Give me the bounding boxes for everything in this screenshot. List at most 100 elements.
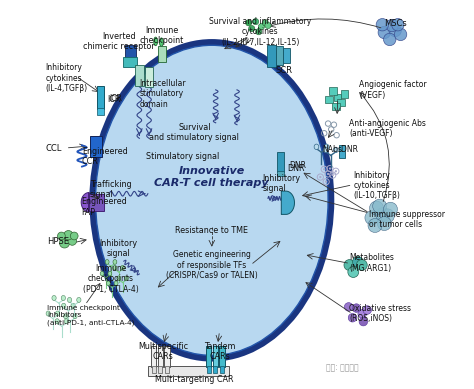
Text: Inhibitory
cytokines
(IL-4,TGFβ): Inhibitory cytokines (IL-4,TGFβ): [45, 63, 87, 93]
Ellipse shape: [114, 281, 118, 286]
Text: Oxidative stress
(ROS,iNOS): Oxidative stress (ROS,iNOS): [349, 304, 411, 323]
Text: sDNR: sDNR: [338, 145, 359, 154]
Circle shape: [368, 219, 382, 233]
FancyBboxPatch shape: [219, 346, 225, 367]
Ellipse shape: [55, 319, 59, 324]
Ellipse shape: [117, 276, 121, 280]
Circle shape: [394, 28, 407, 40]
Circle shape: [327, 173, 329, 175]
Circle shape: [373, 199, 387, 213]
FancyBboxPatch shape: [165, 366, 169, 373]
Circle shape: [363, 306, 372, 314]
Circle shape: [59, 238, 70, 248]
Ellipse shape: [55, 311, 60, 316]
Text: Tandem
CARs: Tandem CARs: [204, 342, 235, 361]
Text: Intracellular
stimulatory
domain: Intracellular stimulatory domain: [139, 79, 186, 109]
Circle shape: [262, 20, 268, 26]
Text: 鹭球: 医药魔方: 鹭球: 医药魔方: [326, 364, 359, 373]
Text: Inhibitory
cytokines
(IL-10,TGFβ): Inhibitory cytokines (IL-10,TGFβ): [353, 171, 400, 200]
Circle shape: [389, 25, 401, 37]
Ellipse shape: [154, 37, 157, 46]
Circle shape: [323, 168, 325, 170]
Ellipse shape: [121, 265, 125, 270]
Ellipse shape: [314, 144, 319, 149]
FancyBboxPatch shape: [158, 46, 166, 61]
Ellipse shape: [323, 147, 328, 152]
Ellipse shape: [52, 296, 56, 301]
Ellipse shape: [71, 303, 75, 308]
Circle shape: [352, 304, 361, 312]
FancyBboxPatch shape: [207, 366, 210, 373]
Text: ICR: ICR: [107, 95, 120, 104]
Text: CCL: CCL: [45, 144, 62, 153]
Circle shape: [335, 170, 337, 172]
Circle shape: [383, 202, 398, 216]
FancyBboxPatch shape: [220, 366, 224, 373]
Circle shape: [255, 29, 262, 35]
Circle shape: [64, 231, 73, 240]
FancyBboxPatch shape: [277, 171, 283, 176]
Text: Innovative
CAR-T cell therapy: Innovative CAR-T cell therapy: [155, 166, 269, 188]
Circle shape: [383, 33, 396, 46]
Text: ICR: ICR: [109, 94, 122, 103]
FancyBboxPatch shape: [89, 194, 104, 211]
Circle shape: [359, 317, 368, 326]
Circle shape: [57, 232, 65, 240]
Circle shape: [249, 26, 255, 32]
FancyBboxPatch shape: [338, 145, 345, 158]
Circle shape: [345, 303, 353, 311]
Text: Survival
and stimulatory signal: Survival and stimulatory signal: [149, 123, 239, 142]
Ellipse shape: [46, 311, 50, 316]
Ellipse shape: [64, 319, 69, 324]
Text: Angiogenic factor
(VEGF): Angiogenic factor (VEGF): [359, 80, 427, 100]
Text: Engineered
CCR: Engineered CCR: [82, 147, 128, 166]
FancyBboxPatch shape: [145, 67, 153, 87]
Text: HPSE: HPSE: [47, 237, 69, 245]
Circle shape: [377, 217, 391, 231]
Ellipse shape: [125, 276, 128, 280]
Ellipse shape: [113, 265, 117, 270]
FancyBboxPatch shape: [148, 366, 229, 376]
FancyBboxPatch shape: [212, 346, 218, 367]
Circle shape: [365, 211, 379, 225]
Text: Resistance to TME: Resistance to TME: [175, 226, 248, 235]
Text: Inhibitory
signal: Inhibitory signal: [100, 239, 138, 258]
FancyBboxPatch shape: [277, 152, 283, 172]
Text: MSCs: MSCs: [384, 19, 407, 28]
Ellipse shape: [105, 259, 109, 264]
FancyBboxPatch shape: [158, 366, 162, 373]
Ellipse shape: [64, 314, 68, 319]
Ellipse shape: [324, 144, 329, 149]
FancyBboxPatch shape: [164, 346, 170, 367]
Text: Anti-angiogenic Abs
(anti-VEGF): Anti-angiogenic Abs (anti-VEGF): [349, 119, 426, 138]
Ellipse shape: [113, 259, 117, 264]
Text: DNR: DNR: [287, 164, 305, 173]
FancyBboxPatch shape: [97, 108, 104, 115]
Circle shape: [376, 19, 389, 31]
Circle shape: [356, 259, 367, 270]
Circle shape: [348, 314, 357, 322]
Text: Genetic engineering
of responsible TFs
(CRISPR/Cas9 or TALEN): Genetic engineering of responsible TFs (…: [166, 250, 258, 280]
FancyBboxPatch shape: [206, 346, 211, 367]
Text: Stimulatory signal: Stimulatory signal: [146, 152, 219, 161]
Ellipse shape: [96, 45, 328, 356]
Text: Engineered
FAP: Engineered FAP: [81, 197, 127, 217]
Circle shape: [265, 23, 271, 29]
Text: Metabolites
(MG,ARG1): Metabolites (MG,ARG1): [349, 253, 394, 273]
Circle shape: [70, 232, 78, 240]
Text: Trafficking
signal: Trafficking signal: [90, 180, 131, 199]
FancyBboxPatch shape: [135, 65, 144, 86]
FancyBboxPatch shape: [151, 346, 156, 367]
Circle shape: [348, 266, 359, 277]
Polygon shape: [81, 193, 89, 212]
Circle shape: [370, 201, 383, 215]
Circle shape: [378, 26, 391, 39]
Ellipse shape: [108, 271, 112, 276]
Circle shape: [253, 19, 259, 25]
Text: Inhibitory
signal: Inhibitory signal: [262, 174, 301, 193]
Ellipse shape: [61, 296, 65, 301]
Circle shape: [319, 176, 321, 178]
FancyBboxPatch shape: [283, 48, 291, 63]
Circle shape: [332, 174, 334, 176]
Circle shape: [325, 180, 328, 183]
